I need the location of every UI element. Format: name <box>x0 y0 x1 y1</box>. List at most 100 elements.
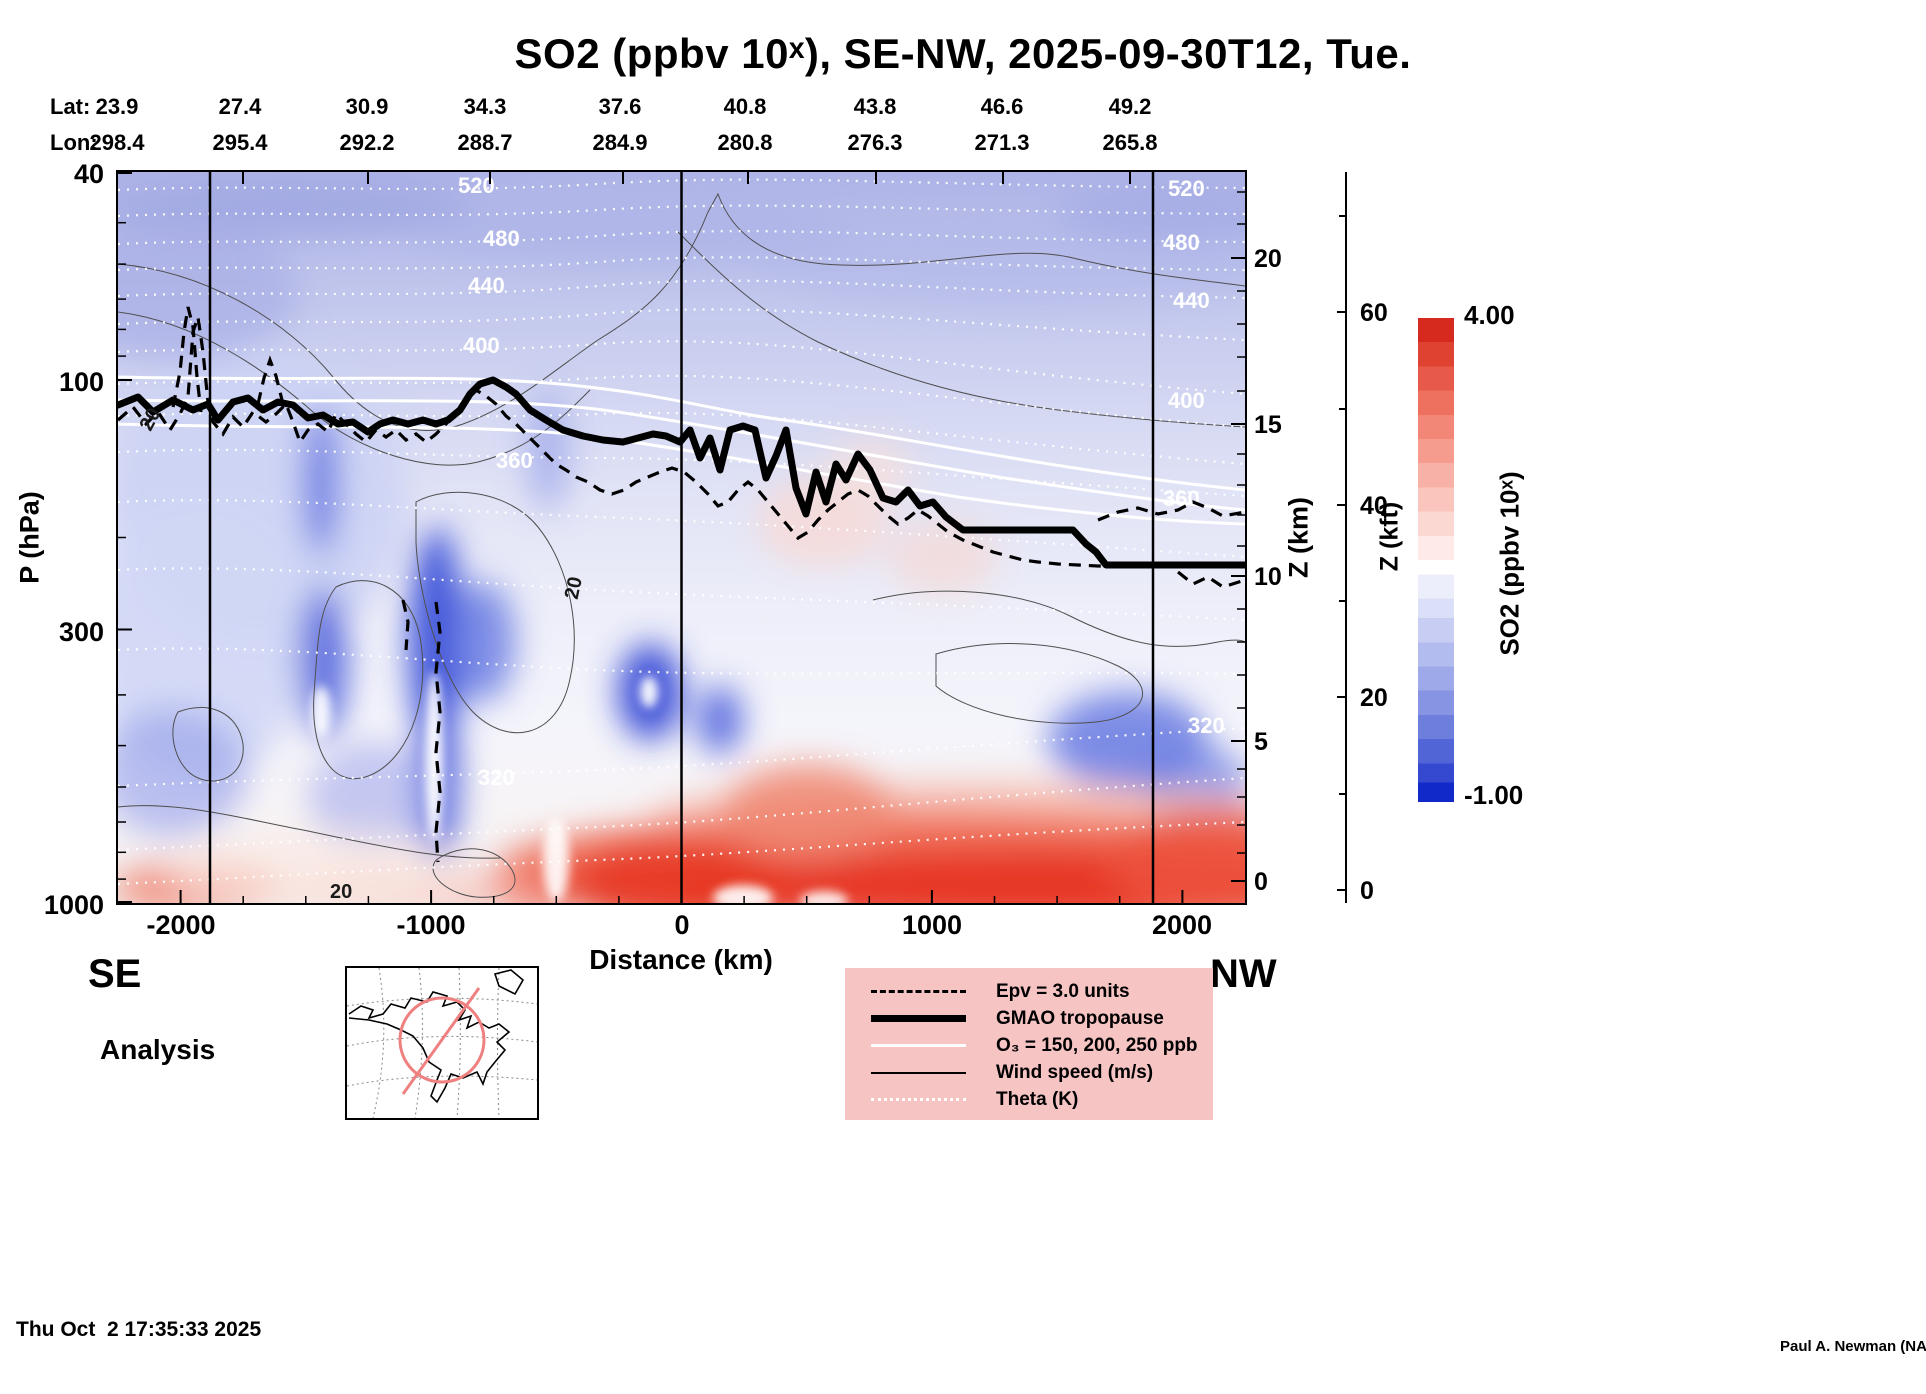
lat-value: 43.8 <box>853 94 897 119</box>
km-tick: 5 <box>1254 728 1268 756</box>
epv-contours <box>118 306 1245 863</box>
kft-tick: 60 <box>1360 299 1388 327</box>
map-cross-section-track <box>401 987 481 1095</box>
theta-label: 440 <box>1173 288 1210 313</box>
km-tick: 10 <box>1254 563 1282 591</box>
kft-tick: 0 <box>1360 877 1374 905</box>
x-tick: -2000 <box>146 910 216 940</box>
km-tick: 15 <box>1254 411 1282 439</box>
axis-ticks <box>118 172 1245 903</box>
analysis-label: Analysis <box>100 1034 216 1065</box>
lon-value: 288.7 <box>457 130 513 155</box>
map-coastline <box>348 969 525 1104</box>
lon-value: 276.3 <box>847 130 903 155</box>
lat-value: 40.8 <box>723 94 767 119</box>
endpoint-se: SE <box>88 952 142 996</box>
p-tick: 100 <box>58 367 104 397</box>
lat-value: 46.6 <box>980 94 1024 119</box>
colorbar-min: -1.00 <box>1464 780 1524 810</box>
lon-value: 265.8 <box>1102 130 1158 155</box>
plot-area: 520 520 480 480 440 440 400 400 360 360 … <box>116 170 1247 905</box>
creation-timestamp: Thu Oct 2 17:35:33 2025 <box>16 1318 262 1341</box>
legend-label: GMAO tropopause <box>996 1007 1164 1029</box>
lat-value: 23.9 <box>95 94 139 119</box>
lat-caption: Lat: <box>50 94 91 119</box>
map-great-circle <box>398 996 486 1084</box>
x-tick: 2000 <box>1151 910 1213 940</box>
legend-item-epv: Epv = 3.0 units <box>845 978 1213 1005</box>
wind-label: 20 <box>561 575 587 601</box>
kft-axis-line <box>1345 172 1347 903</box>
lat-value: 37.6 <box>598 94 642 119</box>
theta-label: 360 <box>496 448 533 473</box>
kft-tick-mark <box>1339 408 1345 410</box>
theta-label: 480 <box>1163 230 1200 255</box>
legend-item-wind: Wind speed (m/s) <box>845 1059 1213 1086</box>
x-tick: 0 <box>674 910 690 940</box>
lon-value: 284.9 <box>592 130 648 155</box>
legend-label: O₃ = 150, 200, 250 ppb <box>996 1034 1198 1056</box>
theta-label: 480 <box>483 226 520 251</box>
theta-label: 520 <box>458 173 495 198</box>
o3-line-sample <box>871 1043 966 1048</box>
lat-value: 30.9 <box>345 94 389 119</box>
colorbar-max: 4.00 <box>1464 300 1515 330</box>
theta-line-sample <box>871 1098 966 1101</box>
pressure-axis-label: P (hPa) <box>14 491 45 584</box>
lon-value: 295.4 <box>212 130 268 155</box>
p-tick: 1000 <box>43 890 104 920</box>
kft-tick-mark <box>1339 793 1345 795</box>
vertical-reference-lines <box>208 172 1155 903</box>
kft-tick: 20 <box>1360 684 1388 712</box>
theta-label: 400 <box>1168 388 1205 413</box>
kft-tick-mark <box>1337 504 1346 506</box>
theta-label: 400 <box>463 333 500 358</box>
lon-value: 280.8 <box>717 130 773 155</box>
tropopause-line-sample <box>871 1015 966 1022</box>
theta-label: 320 <box>478 765 515 790</box>
lon-value: 292.2 <box>339 130 395 155</box>
legend-label: Wind speed (m/s) <box>996 1061 1154 1083</box>
lat-value: 34.3 <box>463 94 507 119</box>
km-tick: 0 <box>1254 868 1268 896</box>
map-inset-graphic <box>346 967 538 1119</box>
theta-contours <box>118 178 1245 886</box>
p-tick: 40 <box>73 159 104 189</box>
p-tick: 300 <box>58 617 104 647</box>
theta-label: 520 <box>1168 176 1205 201</box>
altitude-km-axis-label: Z (km) <box>1283 497 1314 578</box>
so2-cross-section-plot: 520 520 480 480 440 440 400 400 360 360 … <box>118 172 1245 903</box>
km-tick: 20 <box>1254 245 1282 273</box>
lon-value: 298.4 <box>89 130 145 155</box>
x-tick: 1000 <box>901 910 963 940</box>
kft-tick-mark <box>1339 600 1345 602</box>
legend-item-o3: O₃ = 150, 200, 250 ppb <box>845 1032 1213 1059</box>
kft-tick-mark <box>1337 696 1346 698</box>
kft-tick: 40 <box>1360 492 1388 520</box>
wind-label: 20 <box>330 881 352 903</box>
distance-axis-label: Distance (km) <box>589 944 773 975</box>
endpoint-nw: NW <box>1210 952 1277 996</box>
legend-label: Theta (K) <box>996 1088 1079 1110</box>
lat-value: 27.4 <box>218 94 262 119</box>
lat-value: 49.2 <box>1108 94 1152 119</box>
colorbar-label: SO2 (ppbv 10ˣ) <box>1494 471 1525 656</box>
chart-title: SO2 (ppbv 10ˣ), SE-NW, 2025-09-30T12, Tu… <box>514 30 1412 77</box>
lon-value: 271.3 <box>974 130 1030 155</box>
lon-caption: Lon: <box>50 130 98 155</box>
legend-item-tropopause: GMAO tropopause <box>845 1005 1213 1032</box>
tropopause-line <box>118 376 1245 569</box>
wind-line-sample <box>871 1071 966 1074</box>
x-tick: -1000 <box>396 910 466 940</box>
epv-line-sample <box>871 990 966 993</box>
kft-tick-mark <box>1339 215 1345 217</box>
theta-contour-labels: 520 520 480 480 440 440 400 400 360 360 … <box>458 173 1225 790</box>
legend-item-theta: Theta (K) <box>845 1086 1213 1113</box>
kft-tick-mark <box>1337 889 1346 891</box>
legend: Epv = 3.0 units GMAO tropopause O₃ = 150… <box>845 968 1213 1120</box>
altitude-kft-axis-label: Z (kft) <box>1375 501 1404 572</box>
theta-label: 320 <box>1188 713 1225 738</box>
so2-field-white-cores <box>311 672 848 903</box>
legend-label: Epv = 3.0 units <box>996 980 1130 1002</box>
